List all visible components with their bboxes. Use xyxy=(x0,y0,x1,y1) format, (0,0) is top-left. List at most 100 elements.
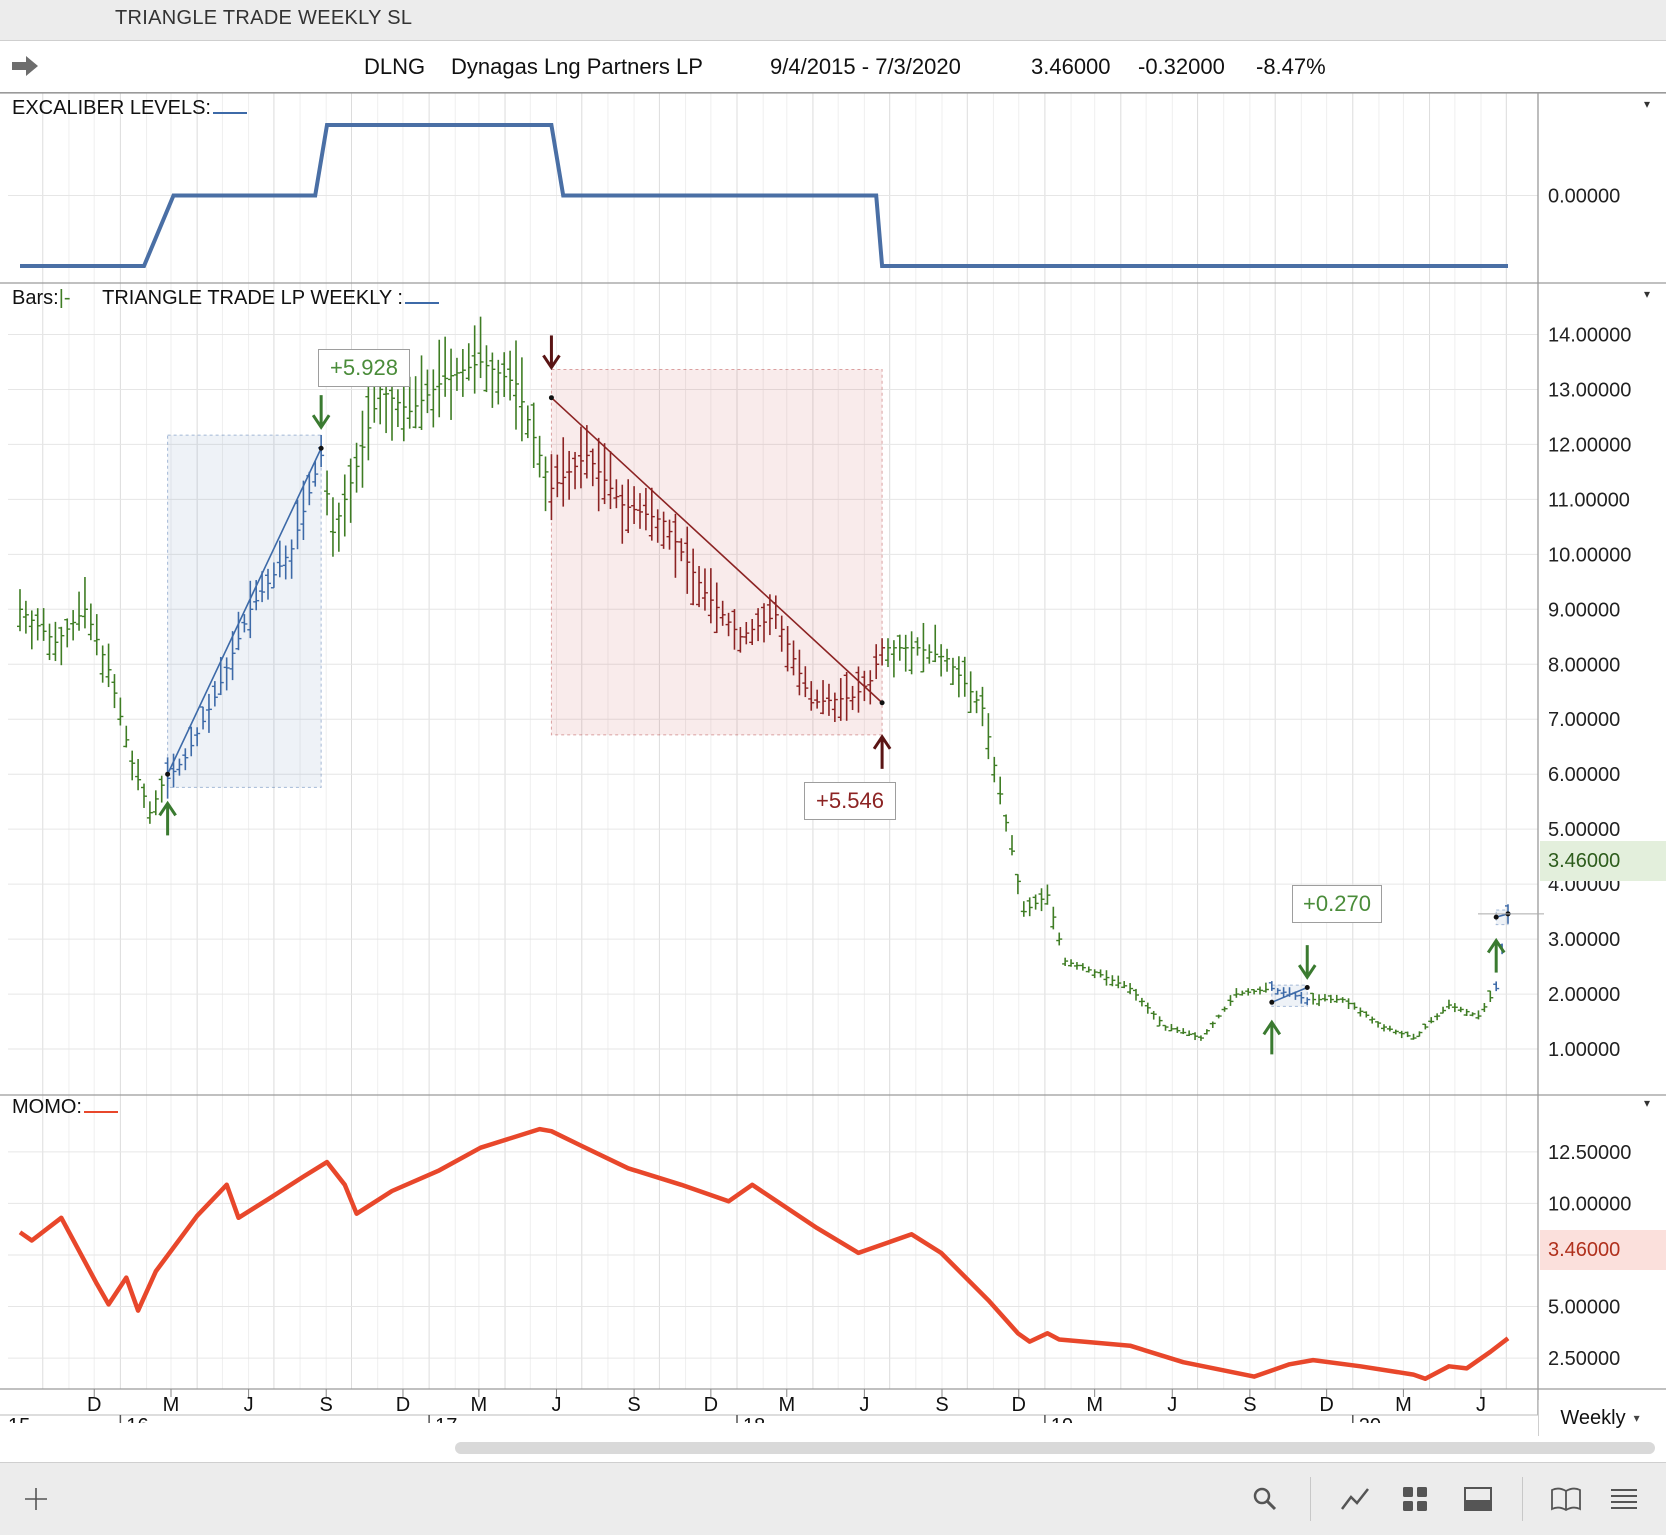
trade-boxes xyxy=(167,368,1509,1007)
price-bar xyxy=(843,671,850,721)
chart-area[interactable]: 0.00000 1.00000 2.00000 3.00000 4.00000 5.000… xyxy=(0,93,1666,1423)
price-bar xyxy=(359,410,366,488)
price-bar xyxy=(1351,1002,1358,1010)
price-bar xyxy=(176,758,183,776)
price-bar xyxy=(129,750,136,781)
year-tick-label: 18 xyxy=(743,1415,765,1423)
menu-icon xyxy=(1611,1489,1637,1509)
price-bar xyxy=(1398,1030,1405,1039)
price-bar xyxy=(70,610,77,641)
excaliber-pane-menu-icon[interactable]: ▾ xyxy=(1644,97,1651,111)
price-bar xyxy=(967,671,974,714)
price-bar xyxy=(459,348,466,397)
price-bar xyxy=(855,666,862,713)
price-bar xyxy=(329,497,336,557)
price-bar xyxy=(961,656,968,697)
price-bar xyxy=(1044,884,1051,905)
price-bar xyxy=(1109,975,1116,987)
month-tick-label: S xyxy=(1243,1394,1256,1416)
price-bar xyxy=(1457,1006,1464,1013)
chart-style-button[interactable] xyxy=(1335,1481,1375,1517)
price-bar xyxy=(1357,1007,1364,1017)
price-tick-label: 11.00000 xyxy=(1548,489,1630,511)
window-title: TRIANGLE TRADE WEEKLY SL xyxy=(115,7,413,29)
bars-pane-menu-icon[interactable]: ▾ xyxy=(1644,287,1651,301)
price-bar xyxy=(146,801,153,824)
price-bar xyxy=(1481,1002,1488,1012)
price-bar xyxy=(1221,1006,1228,1012)
price-bar xyxy=(1422,1023,1429,1030)
period-button[interactable]: Weekly ▾ xyxy=(1538,1400,1661,1436)
price-bar xyxy=(831,692,838,723)
price-bar xyxy=(1144,1002,1151,1014)
price-bar xyxy=(1310,992,1317,1005)
search-button[interactable] xyxy=(1245,1481,1285,1517)
price-bar xyxy=(761,603,767,643)
price-bar xyxy=(790,640,797,676)
price-bar xyxy=(1180,1028,1187,1035)
month-tick-label: J xyxy=(859,1394,869,1416)
excaliber-pane xyxy=(20,123,1508,268)
buy-arrow-icon xyxy=(158,800,177,836)
momo-pane-menu-icon[interactable]: ▾ xyxy=(1644,1096,1651,1110)
price-bar xyxy=(808,681,815,711)
price-bar xyxy=(1487,990,1494,1002)
momo-legend-swatch xyxy=(84,1099,118,1113)
price-bar xyxy=(908,631,915,675)
horizontal-scrollbar[interactable] xyxy=(455,1442,1655,1454)
price-bar xyxy=(607,451,614,510)
trade-exit-dot xyxy=(879,700,885,706)
price-bar xyxy=(867,670,874,705)
trade-entry-dot xyxy=(1269,999,1275,1005)
price-bar xyxy=(1410,1033,1417,1040)
notes-button[interactable] xyxy=(1546,1481,1586,1517)
menu-button[interactable] xyxy=(1604,1481,1644,1517)
price-bar xyxy=(1239,990,1246,996)
price-bar xyxy=(518,357,525,442)
price-bar xyxy=(1209,1021,1216,1028)
price-bar xyxy=(1257,986,1263,995)
price-bars xyxy=(17,316,1511,1041)
price-bar xyxy=(902,634,909,672)
sell-arrow-icon xyxy=(1297,945,1317,980)
add-button[interactable] xyxy=(16,1481,56,1517)
momo-label: MOMO: xyxy=(12,1096,118,1119)
trade-exit-dot xyxy=(1304,984,1310,990)
trade-entry-dot xyxy=(1493,914,1499,920)
price-bar xyxy=(40,608,47,641)
trade-entry-dot xyxy=(548,395,554,401)
toolbar-divider xyxy=(1310,1477,1311,1521)
price-bar xyxy=(341,474,348,537)
price-bar xyxy=(825,683,832,716)
sell-arrow-icon xyxy=(311,395,331,430)
price-bar xyxy=(430,369,437,428)
price-bar xyxy=(1451,1003,1458,1013)
price-bar xyxy=(324,470,331,516)
price-bar xyxy=(436,339,443,418)
chart-canvas[interactable]: 0.000001.000002.000003.000004.000005.000… xyxy=(0,93,1666,1423)
forward-arrow-icon[interactable] xyxy=(10,54,40,78)
price-bar xyxy=(1138,997,1145,1007)
price-bar xyxy=(719,600,726,626)
price-bar xyxy=(1097,969,1104,978)
excaliber-series-line xyxy=(20,123,1508,268)
price-bar xyxy=(1475,1010,1482,1020)
price-bar xyxy=(1245,988,1252,996)
momo-last-price-tag: 3.46000 xyxy=(1540,1230,1666,1270)
layout-button[interactable] xyxy=(1395,1481,1435,1517)
price-tick-label: 12.00000 xyxy=(1548,434,1631,456)
price-bar xyxy=(1121,981,1128,989)
month-tick-label: D xyxy=(396,1394,410,1416)
price-bar xyxy=(1150,1010,1157,1020)
price-bar xyxy=(784,626,791,672)
study-label-text: TRIANGLE TRADE LP WEEKLY : xyxy=(102,287,403,309)
panel-button[interactable] xyxy=(1458,1481,1498,1517)
buy-arrow-icon xyxy=(1486,937,1506,973)
price-bar xyxy=(1133,988,1139,1001)
bars-label-text: Bars: xyxy=(12,287,59,309)
price-bar xyxy=(1203,1029,1210,1035)
price-bar xyxy=(164,757,171,799)
price-bar xyxy=(1339,997,1346,1003)
company-name: Dynagas Lng Partners LP xyxy=(451,54,703,79)
price-bar xyxy=(64,618,71,648)
